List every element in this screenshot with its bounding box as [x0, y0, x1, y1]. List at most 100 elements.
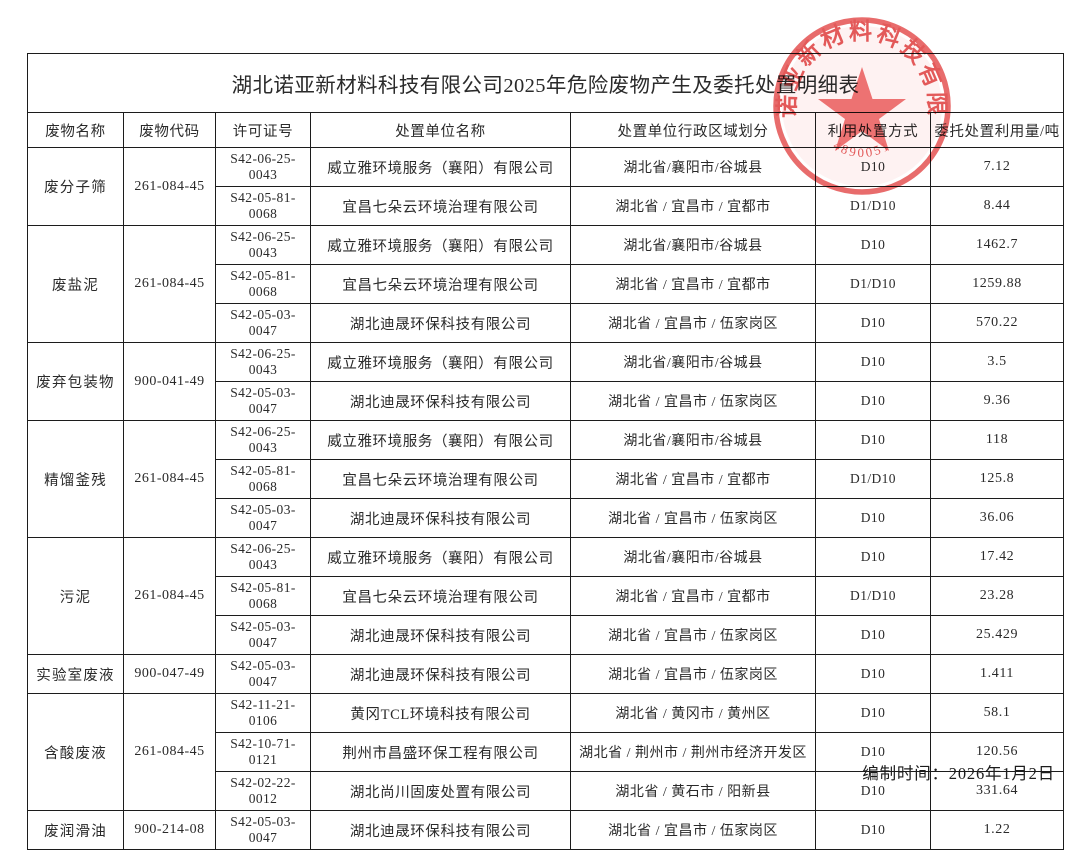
cell-permit-no: S42-06-25-0043 — [215, 225, 311, 265]
cell-disposal-unit: 威立雅环境服务（襄阳）有限公司 — [310, 420, 571, 460]
cell-permit-no: S42-06-25-0043 — [215, 537, 311, 577]
cell-disposal-unit: 湖北迪晟环保科技有限公司 — [310, 654, 571, 694]
cell-waste-name: 废分子筛 — [27, 147, 124, 226]
cell-entrusted-amount: 125.8 — [929, 459, 1065, 499]
cell-disposal-method: D1/D10 — [815, 459, 931, 499]
cell-disposal-region: 湖北省 / 宜昌市 / 伍家岗区 — [570, 498, 816, 538]
cell-entrusted-amount: 1.22 — [929, 810, 1065, 850]
cell-disposal-unit: 湖北尚川固废处置有限公司 — [310, 771, 571, 811]
cell-waste-code: 900-041-49 — [123, 342, 216, 421]
cell-disposal-region: 湖北省 / 宜昌市 / 伍家岗区 — [570, 810, 816, 850]
cell-disposal-method: D1/D10 — [815, 264, 931, 304]
cell-disposal-region: 湖北省 / 宜昌市 / 伍家岗区 — [570, 654, 816, 694]
cell-disposal-method: D10 — [815, 654, 931, 694]
cell-permit-no: S42-05-81-0068 — [215, 576, 311, 616]
cell-disposal-region: 湖北省 / 黄石市 / 阳新县 — [570, 771, 816, 811]
cell-disposal-region: 湖北省 / 宜昌市 / 宜都市 — [570, 264, 816, 304]
cell-disposal-method: D10 — [815, 810, 931, 850]
cell-permit-no: S42-05-81-0068 — [215, 186, 311, 226]
cell-entrusted-amount: 9.36 — [929, 381, 1065, 421]
cell-disposal-method: D10 — [815, 303, 931, 343]
cell-disposal-method: D10 — [815, 537, 931, 577]
page-title: 湖北诺亚新材料科技有限公司2025年危险废物产生及委托处置明细表 — [26, 53, 1065, 113]
table-row: S42-05-03-0047 湖北迪晟环保科技有限公司 湖北省 / 宜昌市 / 伍家… — [28, 498, 1065, 538]
cell-disposal-region: 湖北省/襄阳市/谷城县 — [570, 537, 816, 577]
document-page: 湖北诺亚新材料科技有限公司2025年危险废物产生及委托处置明细表 废物名称 废物代… — [26, 15, 1065, 850]
cell-permit-no: S42-05-03-0047 — [215, 654, 311, 694]
cell-disposal-method: D10 — [815, 381, 931, 421]
cell-waste-name: 废盐泥 — [27, 225, 124, 343]
cell-waste-name: 含酸废液 — [27, 693, 124, 811]
cell-permit-no: S42-05-03-0047 — [215, 381, 311, 421]
waste-disposal-table: 湖北诺亚新材料科技有限公司2025年危险废物产生及委托处置明细表 废物名称 废物代… — [26, 53, 1065, 850]
cell-waste-code: 261-084-45 — [123, 225, 216, 343]
cell-disposal-unit: 威立雅环境服务（襄阳）有限公司 — [310, 225, 571, 265]
cell-permit-no: S42-06-25-0043 — [215, 420, 311, 460]
cell-entrusted-amount: 8.44 — [929, 186, 1065, 226]
column-header-disposal-method: 利用处置方式 — [815, 112, 931, 148]
cell-disposal-region: 湖北省/襄阳市/谷城县 — [570, 147, 816, 187]
table-header-row: 废物名称 废物代码 许可证号 处置单位名称 处置单位行政区域划分 利用处置方式 委托处置利用… — [27, 112, 1065, 148]
cell-disposal-region: 湖北省 / 宜昌市 / 宜都市 — [570, 459, 816, 499]
cell-waste-name: 实验室废液 — [27, 654, 124, 694]
table-row: S42-05-81-0068 宜昌七朵云环境治理有限公司 湖北省 / 宜昌市 / 宜… — [28, 459, 1065, 499]
cell-disposal-method: D10 — [815, 615, 931, 655]
column-header-disposal-unit: 处置单位名称 — [310, 112, 571, 148]
cell-entrusted-amount: 570.22 — [929, 303, 1065, 343]
cell-permit-no: S42-05-03-0047 — [215, 498, 311, 538]
cell-waste-code: 261-084-45 — [123, 693, 216, 811]
table-row: S42-05-81-0068 宜昌七朵云环境治理有限公司 湖北省 / 宜昌市 / 宜… — [28, 264, 1065, 304]
cell-waste-code: 261-084-45 — [123, 420, 216, 538]
cell-waste-name: 废弃包装物 — [27, 342, 124, 421]
cell-disposal-unit: 湖北迪晟环保科技有限公司 — [310, 303, 571, 343]
cell-disposal-unit: 湖北迪晟环保科技有限公司 — [310, 810, 571, 850]
cell-disposal-method: D10 — [815, 420, 931, 460]
cell-entrusted-amount: 36.06 — [929, 498, 1065, 538]
cell-disposal-region: 湖北省 / 宜昌市 / 伍家岗区 — [570, 303, 816, 343]
table-row: S42-05-81-0068 宜昌七朵云环境治理有限公司 湖北省 / 宜昌市 / 宜… — [28, 186, 1065, 226]
cell-disposal-method: D10 — [815, 342, 931, 382]
cell-disposal-unit: 宜昌七朵云环境治理有限公司 — [310, 264, 571, 304]
preparation-date: 编制时间：2026年1月2日 — [862, 764, 1055, 783]
cell-permit-no: S42-05-03-0047 — [215, 810, 311, 850]
column-header-waste-code: 废物代码 — [123, 112, 216, 148]
cell-disposal-unit: 威立雅环境服务（襄阳）有限公司 — [310, 342, 571, 382]
cell-disposal-unit: 宜昌七朵云环境治理有限公司 — [310, 459, 571, 499]
cell-disposal-unit: 宜昌七朵云环境治理有限公司 — [310, 186, 571, 226]
cell-entrusted-amount: 7.12 — [929, 147, 1065, 187]
cell-disposal-region: 湖北省 / 宜昌市 / 伍家岗区 — [570, 381, 816, 421]
cell-waste-name: 污泥 — [27, 537, 124, 655]
cell-disposal-method: D10 — [815, 147, 931, 187]
cell-waste-code: 900-214-08 — [123, 810, 216, 850]
cell-entrusted-amount: 1.411 — [929, 654, 1065, 694]
cell-waste-name: 精馏釜残 — [27, 420, 124, 538]
cell-disposal-unit: 宜昌七朵云环境治理有限公司 — [310, 576, 571, 616]
cell-disposal-region: 湖北省/襄阳市/谷城县 — [570, 225, 816, 265]
table-row: 含酸废液 261-084-45 S42-11-21-0106 黄冈TCL环境科技有限公… — [27, 693, 1065, 811]
cell-entrusted-amount: 1259.88 — [929, 264, 1065, 304]
cell-disposal-region: 湖北省 / 荆州市 / 荆州市经济开发区 — [570, 732, 816, 772]
cell-disposal-region: 湖北省 / 黄冈市 / 黄州区 — [570, 693, 816, 733]
cell-permit-no: S42-02-22-0012 — [215, 771, 311, 811]
cell-disposal-region: 湖北省 / 宜昌市 / 伍家岗区 — [570, 615, 816, 655]
table-row: 废盐泥 261-084-45 S42-06-25-0043 威立雅环境服务（襄阳）有限… — [27, 225, 1065, 343]
column-header-permit-no: 许可证号 — [215, 112, 311, 148]
cell-waste-name: 废润滑油 — [27, 810, 124, 850]
cell-entrusted-amount: 3.5 — [929, 342, 1065, 382]
cell-entrusted-amount: 118 — [929, 420, 1065, 460]
cell-disposal-region: 湖北省 / 宜昌市 / 宜都市 — [570, 186, 816, 226]
table-row: 废分子筛 261-084-45 S42-06-25-0043 威立雅环境服务（襄阳）有… — [27, 147, 1065, 226]
cell-permit-no: S42-06-25-0043 — [215, 147, 311, 187]
cell-entrusted-amount: 25.429 — [929, 615, 1065, 655]
cell-permit-no: S42-05-03-0047 — [215, 303, 311, 343]
cell-disposal-method: D1/D10 — [815, 576, 931, 616]
table-title-row: 湖北诺亚新材料科技有限公司2025年危险废物产生及委托处置明细表 — [26, 53, 1065, 113]
table-row: 废润滑油 900-214-08 S42-05-03-0047 湖北迪晟环保科技有限公司… — [27, 810, 1065, 850]
cell-disposal-unit: 湖北迪晟环保科技有限公司 — [310, 615, 571, 655]
cell-permit-no: S42-10-71-0121 — [215, 732, 311, 772]
cell-permit-no: S42-11-21-0106 — [215, 693, 311, 733]
table-row: S42-05-03-0047 湖北迪晟环保科技有限公司 湖北省 / 宜昌市 / 伍家… — [28, 615, 1065, 655]
cell-entrusted-amount: 1462.7 — [929, 225, 1065, 265]
cell-disposal-region: 湖北省/襄阳市/谷城县 — [570, 420, 816, 460]
cell-disposal-method: D1/D10 — [815, 186, 931, 226]
